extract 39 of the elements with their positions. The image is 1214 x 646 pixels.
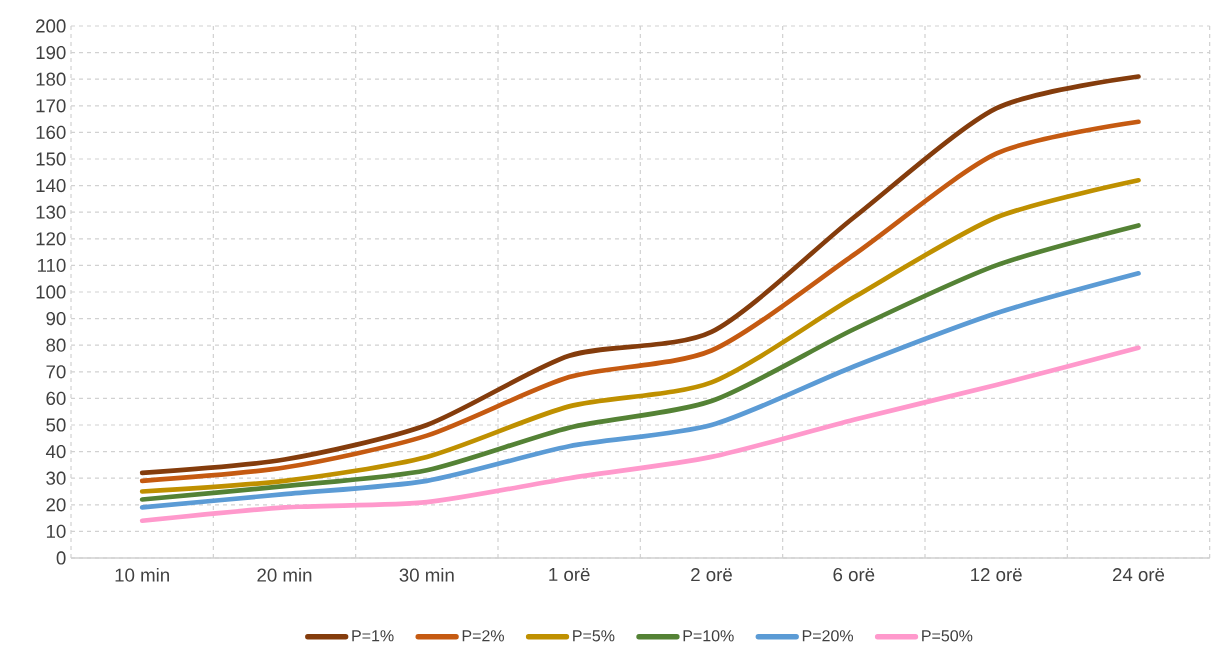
x-tick-label: 10 min [115,568,169,582]
y-tick-label: 10 [46,524,66,538]
legend-label: P=10% [683,630,734,642]
x-tick-label: 6 orë [833,568,875,582]
y-tick-label: 180 [36,72,66,86]
y-tick-label: 50 [46,418,66,432]
y-tick-label: 80 [46,338,66,352]
legend-label: P=20% [802,630,854,642]
line-series [139,271,1141,510]
y-tick-label: 150 [36,152,66,166]
x-tick-label: 1 orë [549,568,590,582]
x-tick-label: 30 min [399,568,454,582]
y-tick-label: 100 [36,285,66,299]
legend-label: P=5% [573,630,615,642]
y-tick-label: 40 [45,444,66,459]
y-tick-label: 120 [36,232,66,246]
y-tick-label: 190 [36,45,66,60]
y-tick-label: 160 [36,125,66,140]
y-tick-label: 60 [46,391,66,405]
y-tick-label: 170 [36,99,66,113]
legend-label: P=1% [352,630,394,642]
y-tick-label: 140 [36,178,66,193]
legend-label: P=2% [462,630,504,642]
line-series [139,177,1141,494]
y-tick-label: 30 [46,471,66,485]
y-tick-label: 20 [46,498,66,512]
y-tick-label: 110 [37,258,66,273]
x-tick-label: 24 orë [1112,568,1165,582]
y-tick-label: 200 [36,19,66,33]
y-tick-label: 0 [56,551,66,565]
y-tick-label: 70 [46,365,66,379]
line-series [139,345,1141,524]
legend-label: P=50% [922,630,973,642]
x-tick-label: 12 orë [971,568,1022,582]
line-series [139,223,1141,502]
x-tick-label: 20 min [257,568,312,582]
y-tick-label: 90 [46,311,66,326]
y-tick-label: 130 [36,205,66,219]
x-tick-label: 2 orë [691,568,732,582]
